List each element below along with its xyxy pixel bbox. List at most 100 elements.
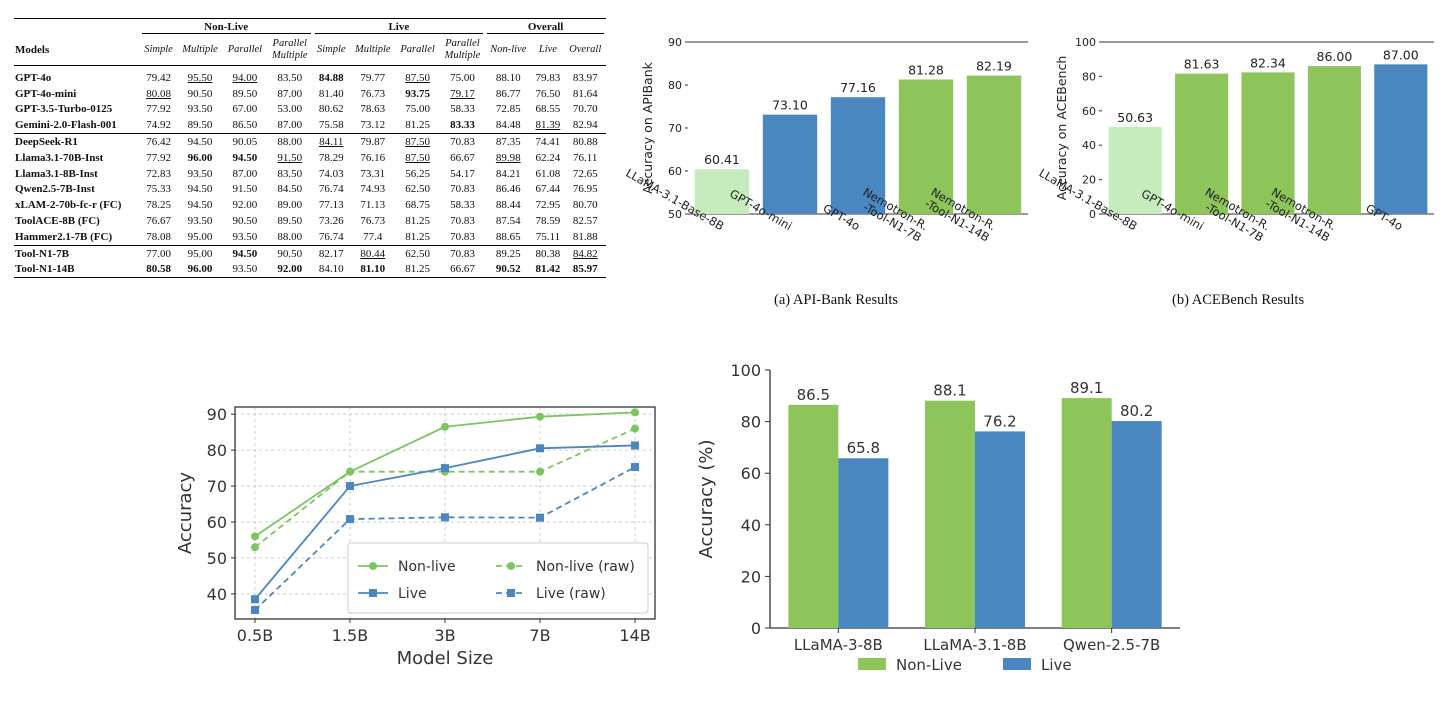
legend-marker xyxy=(507,562,515,570)
y-tick-label: 90 xyxy=(668,36,682,49)
series-point xyxy=(441,513,449,522)
table-row: DeepSeek-R1 76.42 94.50 90.05 88.00 84.11 79.8… xyxy=(14,133,606,150)
x-axis-label: Model Size xyxy=(397,648,494,669)
table-cell: 79.87 xyxy=(349,133,396,150)
y-tick-label: 40 xyxy=(207,585,227,604)
table-cell: 67.44 xyxy=(535,183,561,196)
table-row: Qwen2.5-7B-Inst 75.33 94.50 91.50 84.50 76.74… xyxy=(14,182,606,198)
y-tick-label: 60 xyxy=(741,464,761,483)
table-cell: 80.70 xyxy=(572,199,598,212)
table-cell: 90.05 xyxy=(222,133,267,150)
x-tick-label: 14B xyxy=(619,626,650,645)
column-header: Simple xyxy=(139,35,178,66)
plot-frame xyxy=(234,406,656,620)
column-header: Multiple xyxy=(177,35,223,66)
y-tick-label: 0 xyxy=(1089,208,1096,221)
series-point xyxy=(251,532,259,541)
column-header: Simple xyxy=(312,35,350,66)
column-header: Parallel Multiple xyxy=(267,35,313,66)
table-cell: 76.74 xyxy=(318,230,344,243)
series-point xyxy=(536,467,544,476)
table-cell: 88.00 xyxy=(267,133,313,150)
table-cell: 89.00 xyxy=(277,199,303,212)
bar-value-label: 86.5 xyxy=(797,386,830,404)
table-cell: 61.08 xyxy=(535,167,561,180)
table-row: ToolACE-8B (FC) 76.67 93.50 90.50 89.50 73.26… xyxy=(14,213,606,229)
bar-value-label: 65.8 xyxy=(847,439,880,457)
bar xyxy=(1307,66,1361,214)
series-point xyxy=(251,595,259,604)
table-row: GPT-4o 79.42 95.50 94.00 83.50 84.88 79.77 87.5… xyxy=(14,66,606,86)
table-cell: 81.42 xyxy=(531,261,565,279)
table-cell: 70.83 xyxy=(439,133,486,150)
table-cell: 83.50 xyxy=(277,71,303,84)
table-cell: 84.11 xyxy=(312,133,350,150)
table-cell: 96.00 xyxy=(187,151,213,164)
table-row: Gemini-2.0-Flash-001 74.92 89.50 86.50 87.00… xyxy=(14,117,606,133)
bar xyxy=(1175,73,1229,214)
table-cell: 87.54 xyxy=(495,215,521,228)
table-cell: 72.85 xyxy=(495,103,521,116)
series-point xyxy=(536,444,544,453)
legend-label: Live xyxy=(1041,656,1072,674)
table-cell: 78.08 xyxy=(146,230,171,243)
table-cell: 78.59 xyxy=(535,215,561,228)
table-cell: 92.00 xyxy=(267,261,313,279)
y-tick-label: 80 xyxy=(207,441,227,460)
table-cell: 75.00 xyxy=(450,71,475,84)
table-cell: 62.50 xyxy=(405,183,430,196)
bar xyxy=(975,431,1025,628)
table-cell: 84.48 xyxy=(495,119,521,132)
table-cell: 76.16 xyxy=(360,151,386,164)
bar xyxy=(898,79,954,214)
bar-value-label: 87.00 xyxy=(1383,47,1419,62)
table-row: xLAM-2-70b-fc-r (FC) 78.25 94.50 92.00 89.00… xyxy=(14,197,606,213)
table-cell: 54.17 xyxy=(450,167,475,180)
table-cell: 94.50 xyxy=(177,133,223,150)
x-tick-label: 0.5B xyxy=(237,626,273,645)
table-cell: 79.83 xyxy=(535,71,561,84)
table-cell: 62.50 xyxy=(395,244,440,262)
table-cell: 93.50 xyxy=(187,103,213,116)
bar xyxy=(830,97,886,214)
table-cell: 74.93 xyxy=(360,183,386,196)
bar xyxy=(838,458,889,628)
table-cell: 94.50 xyxy=(187,199,213,212)
table-cell: 92.00 xyxy=(232,199,258,212)
y-tick-label: 60 xyxy=(1082,105,1096,118)
apibank-caption: (a) API-Bank Results xyxy=(774,292,899,308)
group-overall: Overall xyxy=(487,21,604,34)
table-cell: 88.44 xyxy=(495,199,521,212)
table-cell: 56.25 xyxy=(405,167,430,180)
table-cell: 89.50 xyxy=(277,215,303,228)
table-cell: 74.03 xyxy=(318,167,344,180)
y-tick-label: 50 xyxy=(207,549,227,568)
series-point xyxy=(536,513,544,522)
table-cell: 86.77 xyxy=(495,87,521,100)
table-cell: 81.64 xyxy=(572,87,598,100)
legend-label: Non-live (raw) xyxy=(536,559,635,575)
table-cell: 79.17 xyxy=(450,87,475,100)
series-line xyxy=(254,427,636,548)
y-tick-label: 70 xyxy=(207,477,227,496)
table-cell: 94.50 xyxy=(232,151,258,164)
series-point xyxy=(631,463,639,472)
table-group-header: Non-Live Live Overall xyxy=(14,18,606,36)
model-name: GPT-4o-mini xyxy=(15,87,77,100)
y-tick-label: 20 xyxy=(1082,174,1096,187)
table-cell: 70.83 xyxy=(439,244,486,262)
table-cell: 93.75 xyxy=(405,87,430,100)
table-cell: 91.50 xyxy=(277,151,303,164)
column-header: Overall xyxy=(564,35,606,66)
y-tick-label: 80 xyxy=(1082,70,1096,83)
y-tick-label: 40 xyxy=(1082,139,1096,152)
y-tick-label: 70 xyxy=(668,122,682,135)
bar xyxy=(925,400,975,628)
table-cell: 94.50 xyxy=(187,183,213,196)
table-cell: 76.73 xyxy=(360,215,386,228)
table-row: GPT-4o-mini 80.08 90.50 89.50 87.00 81.40 76.7… xyxy=(14,86,606,102)
table-cell: 76.67 xyxy=(146,215,171,228)
table-cell: 81.25 xyxy=(405,230,430,243)
